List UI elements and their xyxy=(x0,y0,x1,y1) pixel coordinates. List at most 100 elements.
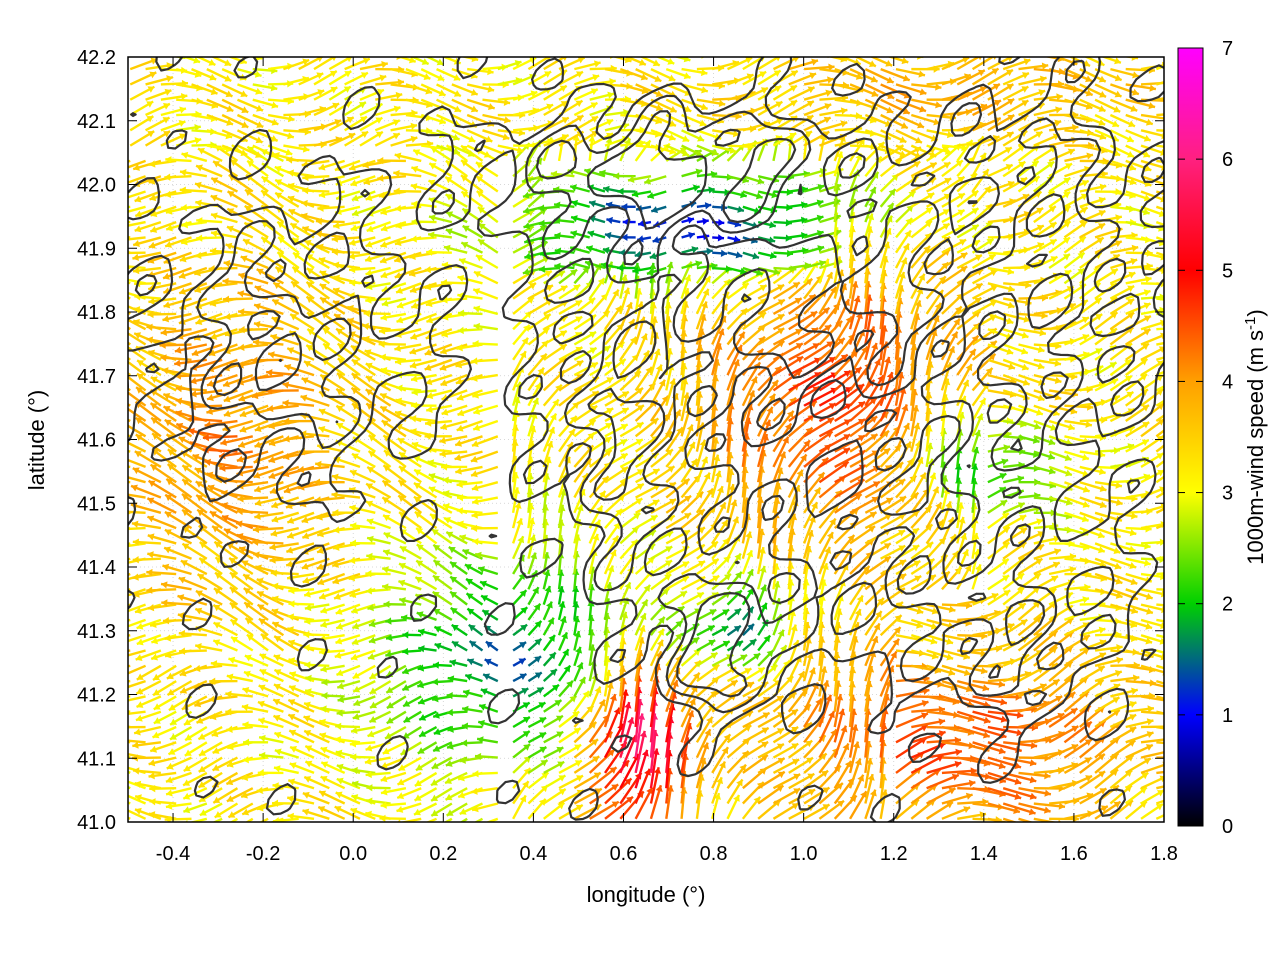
wind-arrowhead xyxy=(1164,697,1170,704)
wind-vector xyxy=(128,572,146,581)
wind-arrowhead xyxy=(365,770,372,779)
wind-arrowhead xyxy=(627,717,635,725)
wind-vector xyxy=(619,753,640,789)
wind-arrowhead xyxy=(104,733,111,740)
wind-arrowhead xyxy=(1164,749,1171,756)
wind-vector xyxy=(128,542,131,546)
wind-arrowhead xyxy=(183,806,191,814)
wind-arrowhead xyxy=(1044,772,1051,780)
wind-arrowhead xyxy=(557,761,565,768)
wind-arrowhead xyxy=(430,779,438,786)
wind-arrowhead xyxy=(414,794,422,801)
wind-vector xyxy=(649,748,659,789)
wind-arrowhead xyxy=(626,796,633,804)
wind-arrowhead xyxy=(821,770,829,778)
wind-vector xyxy=(473,817,484,822)
wind-arrowhead xyxy=(107,358,114,364)
wind-vector xyxy=(128,664,147,675)
wind-arrowhead xyxy=(211,730,219,738)
wind-arrowhead xyxy=(121,329,128,335)
wind-arrowhead xyxy=(412,823,419,830)
wind-arrowhead xyxy=(199,809,207,816)
wind-arrowhead xyxy=(574,744,582,751)
wind-arrowhead xyxy=(303,715,311,723)
wind-arrowhead xyxy=(851,724,859,732)
wind-arrowhead xyxy=(653,767,661,774)
wind-arrowhead xyxy=(713,793,721,800)
wind-vector xyxy=(604,759,630,789)
wind-vector xyxy=(634,749,649,789)
wind-arrowhead xyxy=(259,734,266,742)
wind-arrowhead xyxy=(739,764,746,772)
wind-arrowhead xyxy=(445,777,453,784)
wind-arrowhead xyxy=(1112,709,1120,717)
wind-arrowhead xyxy=(963,806,971,814)
wind-arrowhead xyxy=(1058,819,1062,822)
wind-arrowhead xyxy=(1143,758,1151,765)
wind-arrowhead xyxy=(272,799,279,807)
wind-arrowhead xyxy=(1146,718,1154,726)
wind-arrowhead xyxy=(212,764,220,771)
wind-arrowhead xyxy=(120,638,127,645)
wind-arrowhead xyxy=(134,780,142,788)
wind-vector xyxy=(128,710,146,716)
wind-arrowhead xyxy=(431,762,439,769)
wind-vector xyxy=(128,710,131,713)
wind-arrowhead xyxy=(955,748,962,756)
wind-vector xyxy=(128,418,131,423)
wind-arrowhead xyxy=(166,762,174,770)
wind-arrowhead xyxy=(776,785,784,793)
wind-arrowhead xyxy=(386,717,394,724)
wind-arrowhead xyxy=(594,788,602,795)
wind-arrowhead xyxy=(243,738,250,746)
wind-arrowhead xyxy=(965,792,973,800)
wind-arrowhead xyxy=(350,807,358,815)
wind-arrowhead xyxy=(982,798,989,806)
wind-vector xyxy=(459,817,468,822)
wind-arrowhead xyxy=(721,747,728,755)
wind-arrowhead xyxy=(637,713,646,720)
wind-arrowhead xyxy=(776,743,784,751)
wind-arrowhead xyxy=(135,714,143,722)
wind-arrowhead xyxy=(242,756,249,764)
wind-arrowhead xyxy=(319,732,327,740)
wind-arrowhead xyxy=(1070,708,1078,715)
wind-arrowhead xyxy=(519,795,527,803)
wind-arrowhead xyxy=(472,770,479,778)
wind-arrowhead xyxy=(289,729,297,737)
wind-arrowhead xyxy=(458,791,466,799)
wind-arrowhead xyxy=(241,791,248,799)
wind-arrowhead xyxy=(1099,788,1107,795)
wind-arrowhead xyxy=(777,757,785,765)
wind-arrowhead xyxy=(226,725,233,733)
wind-arrowhead xyxy=(121,623,128,630)
wind-arrowhead xyxy=(598,699,606,707)
wind-arrowhead xyxy=(241,703,249,712)
wind-arrowhead xyxy=(951,773,959,781)
wind-arrowhead xyxy=(687,710,695,718)
wind-arrowhead xyxy=(226,760,234,768)
wind-arrowhead xyxy=(402,647,409,656)
wind-arrowhead xyxy=(198,765,206,772)
wind-arrowhead xyxy=(116,472,123,479)
wind-arrowhead xyxy=(134,807,142,815)
wind-arrowhead xyxy=(574,760,582,767)
wind-arrowhead xyxy=(479,703,486,711)
wind-arrowhead xyxy=(433,745,441,752)
wind-arrowhead xyxy=(419,730,427,737)
wind-vector xyxy=(910,754,945,774)
wind-arrowhead xyxy=(641,749,649,757)
wind-arrowhead xyxy=(288,778,296,786)
wind-vector xyxy=(1140,679,1164,688)
wind-arrowhead xyxy=(447,825,454,831)
wind-arrowhead xyxy=(132,741,139,749)
wind-arrowhead xyxy=(646,787,653,795)
wind-arrowhead xyxy=(762,712,770,719)
wind-arrowhead xyxy=(199,749,207,756)
wind-vector xyxy=(259,817,269,822)
wind-arrowhead xyxy=(119,593,126,600)
wind-vector xyxy=(649,729,657,774)
wind-arrowhead xyxy=(402,631,409,639)
wind-arrowhead xyxy=(569,695,577,703)
wind-arrowhead xyxy=(538,798,546,806)
